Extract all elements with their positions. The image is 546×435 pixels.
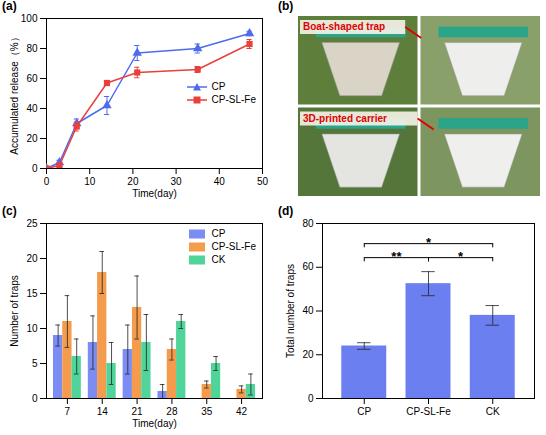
svg-text:0: 0 xyxy=(308,393,314,404)
svg-text:**: ** xyxy=(391,249,402,264)
svg-text:CK: CK xyxy=(486,406,500,417)
html-text:CK: CK xyxy=(211,254,226,265)
svg-text:80: 80 xyxy=(302,218,314,229)
svg-text:*: * xyxy=(426,235,432,250)
html-text:CP-SL-Fe: CP-SL-Fe xyxy=(211,94,256,105)
svg-text:15: 15 xyxy=(26,288,38,299)
svg-text:20: 20 xyxy=(26,253,38,264)
svg-text:20: 20 xyxy=(127,176,139,187)
svg-text:40: 40 xyxy=(302,305,314,316)
svg-text:CP-SL-Fe: CP-SL-Fe xyxy=(406,406,451,417)
svg-text:60: 60 xyxy=(302,261,314,272)
svg-text:Boat-shaped trap: Boat-shaped trap xyxy=(303,21,385,32)
svg-text:0: 0 xyxy=(32,163,38,174)
svg-text:Total number of traps: Total number of traps xyxy=(285,264,296,358)
html-text:CP-SL-Fe: CP-SL-Fe xyxy=(211,241,256,252)
html-text:(c): (c) xyxy=(2,204,17,218)
svg-text:CP: CP xyxy=(357,406,371,417)
svg-text:60: 60 xyxy=(26,73,38,84)
svg-text:14: 14 xyxy=(97,406,109,417)
html-text:CP: CP xyxy=(211,228,226,239)
svg-text:25: 25 xyxy=(26,218,38,229)
svg-text:21: 21 xyxy=(132,406,144,417)
svg-text:7: 7 xyxy=(65,406,71,417)
svg-text:28: 28 xyxy=(166,406,178,417)
svg-text:42: 42 xyxy=(236,406,248,417)
svg-text:Number of traps: Number of traps xyxy=(9,275,20,347)
svg-text:40: 40 xyxy=(214,176,226,187)
svg-text:Time(day): Time(day) xyxy=(132,418,177,429)
svg-text:5: 5 xyxy=(32,358,38,369)
svg-text:0: 0 xyxy=(44,176,50,187)
svg-text:Accumulated release（%）: Accumulated release（%） xyxy=(9,32,20,154)
svg-text:*: * xyxy=(458,249,464,264)
svg-text:80: 80 xyxy=(26,43,38,54)
svg-text:30: 30 xyxy=(171,176,183,187)
svg-text:10: 10 xyxy=(84,176,96,187)
html-text:(a): (a) xyxy=(2,0,17,13)
svg-text:0: 0 xyxy=(32,393,38,404)
svg-text:Time(day): Time(day) xyxy=(132,188,177,199)
svg-text:20: 20 xyxy=(302,349,314,360)
html-text:CP: CP xyxy=(211,81,226,92)
svg-text:35: 35 xyxy=(201,406,213,417)
svg-text:40: 40 xyxy=(26,103,38,114)
svg-text:20: 20 xyxy=(26,133,38,144)
svg-text:100: 100 xyxy=(21,13,38,24)
svg-text:50: 50 xyxy=(257,176,269,187)
svg-text:10: 10 xyxy=(26,323,38,334)
html-text:(d): (d) xyxy=(278,204,294,218)
svg-text:3D-printed carrier: 3D-printed carrier xyxy=(303,113,387,124)
html-text:(b): (b) xyxy=(278,0,294,13)
